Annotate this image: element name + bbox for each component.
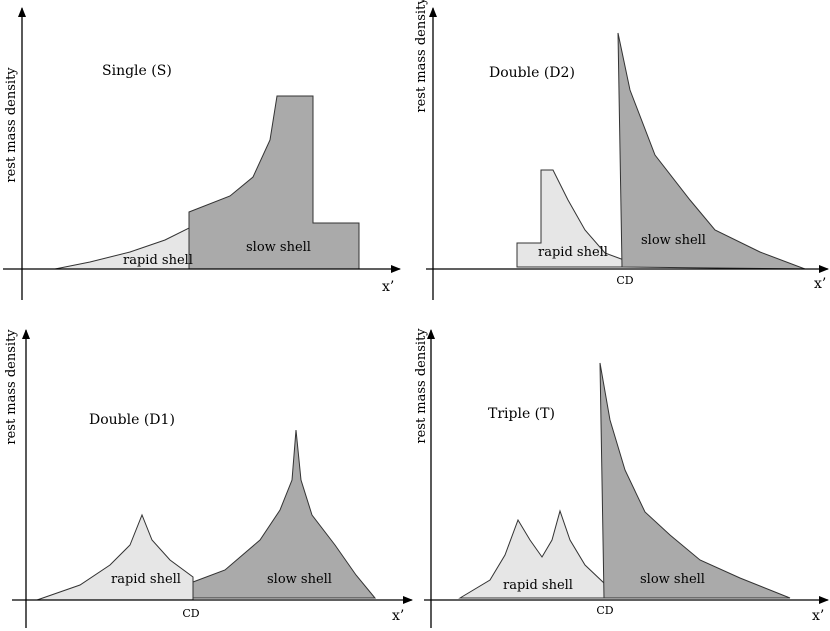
slow-shell-region (617, 32, 806, 270)
panel-double-d2: rest mass density x’ Double (D2) rapid s… (414, 0, 829, 300)
panel-title: Double (D2) (489, 65, 575, 81)
slow-shell-label: slow shell (267, 572, 332, 587)
rapid-shell-label: rapid shell (503, 578, 573, 593)
slow-shell-label: slow shell (246, 240, 311, 255)
slow-shell-region (192, 429, 377, 599)
y-axis-label: rest mass density (4, 329, 19, 445)
x-axis-label: x’ (392, 608, 404, 624)
contact-discontinuity-label: CD (596, 604, 613, 617)
slow-shell-label: slow shell (640, 572, 705, 587)
panel-double-d1: rest mass density x’ Double (D1) rapid s… (4, 329, 413, 628)
y-axis-label: rest mass density (4, 67, 19, 183)
panel-title: Single (S) (102, 63, 172, 79)
x-axis-label: x’ (382, 279, 394, 295)
x-axis-label: x’ (814, 276, 826, 292)
rapid-shell-region (36, 513, 194, 601)
x-axis-label: x’ (812, 608, 824, 624)
panel-triple: rest mass density x’ Triple (T) rapid sh… (414, 328, 829, 628)
contact-discontinuity-label: CD (616, 274, 633, 287)
panel-single: rest mass density x’ Single (S) rapid sh… (3, 7, 401, 300)
slow-shell-region (599, 362, 791, 599)
contact-discontinuity-label: CD (182, 607, 199, 620)
y-axis-label: rest mass density (414, 328, 429, 444)
panel-title: Triple (T) (488, 406, 555, 422)
rapid-shell-label: rapid shell (111, 572, 181, 587)
rapid-shell-label: rapid shell (538, 245, 608, 260)
panel-title: Double (D1) (89, 412, 175, 428)
rapid-shell-label: rapid shell (123, 253, 193, 268)
slow-shell-label: slow shell (641, 233, 706, 248)
y-axis-label: rest mass density (414, 0, 429, 113)
